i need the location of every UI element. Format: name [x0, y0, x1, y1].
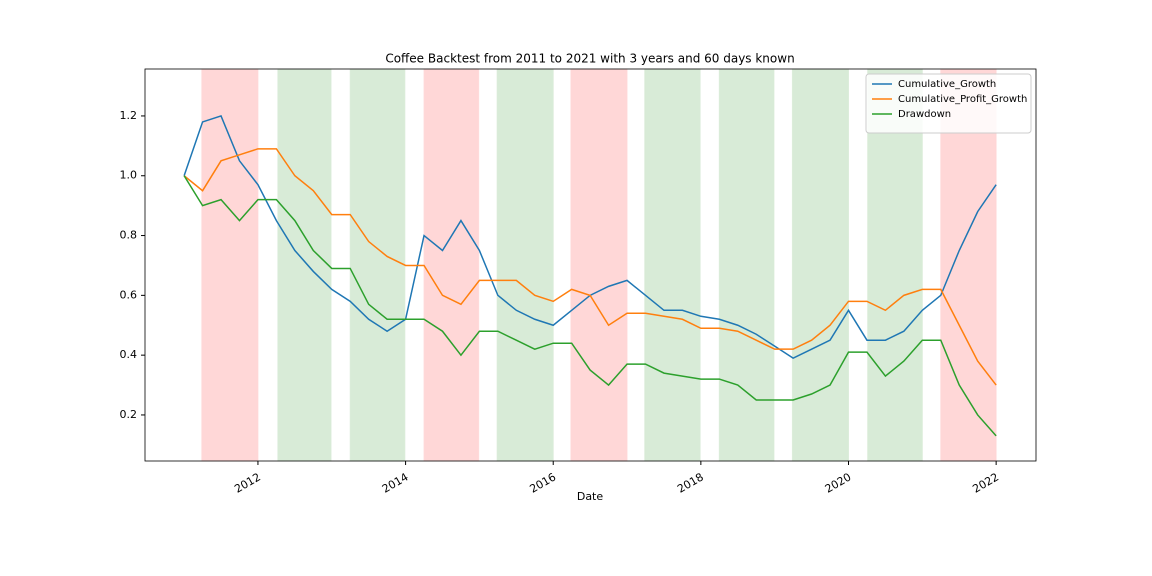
series-line: [183, 175, 997, 437]
x-tick-label: 2022: [970, 470, 1001, 495]
y-tick-label: 1.0: [120, 169, 138, 182]
y-tick-label: 0.8: [120, 229, 138, 242]
x-axis-label: Date: [577, 490, 604, 503]
series-line: [183, 148, 997, 386]
y-tick-label: 0.2: [120, 408, 138, 421]
legend-label: Cumulative_Growth: [898, 79, 996, 90]
shaded-region: [423, 68, 480, 462]
shaded-region: [791, 68, 849, 462]
shaded-region: [940, 68, 997, 462]
legend-label: Drawdown: [898, 109, 951, 120]
x-tick-label: 2014: [380, 470, 411, 495]
shaded-region: [644, 68, 701, 462]
x-tick-label: 2016: [527, 470, 558, 495]
y-tick-label: 0.6: [120, 288, 138, 301]
shaded-region: [718, 68, 775, 462]
x-tick-label: 2020: [823, 470, 854, 495]
legend-label: Cumulative_Profit_Growth: [898, 94, 1027, 105]
shaded-region: [349, 68, 406, 462]
legend-box: [865, 73, 1032, 134]
shaded-region: [277, 68, 332, 462]
plot-frame: [144, 68, 1037, 462]
x-tick-label: 2018: [675, 470, 706, 495]
shaded-region: [496, 68, 554, 462]
y-tick-label: 0.4: [120, 348, 138, 361]
chart-title: Coffee Backtest from 2011 to 2021 with 3…: [385, 52, 794, 66]
shaded-region: [201, 68, 259, 462]
shaded-region: [570, 68, 628, 462]
shaded-region: [867, 68, 923, 462]
x-tick-label: 2012: [232, 470, 263, 495]
y-tick-label: 1.2: [120, 109, 138, 122]
